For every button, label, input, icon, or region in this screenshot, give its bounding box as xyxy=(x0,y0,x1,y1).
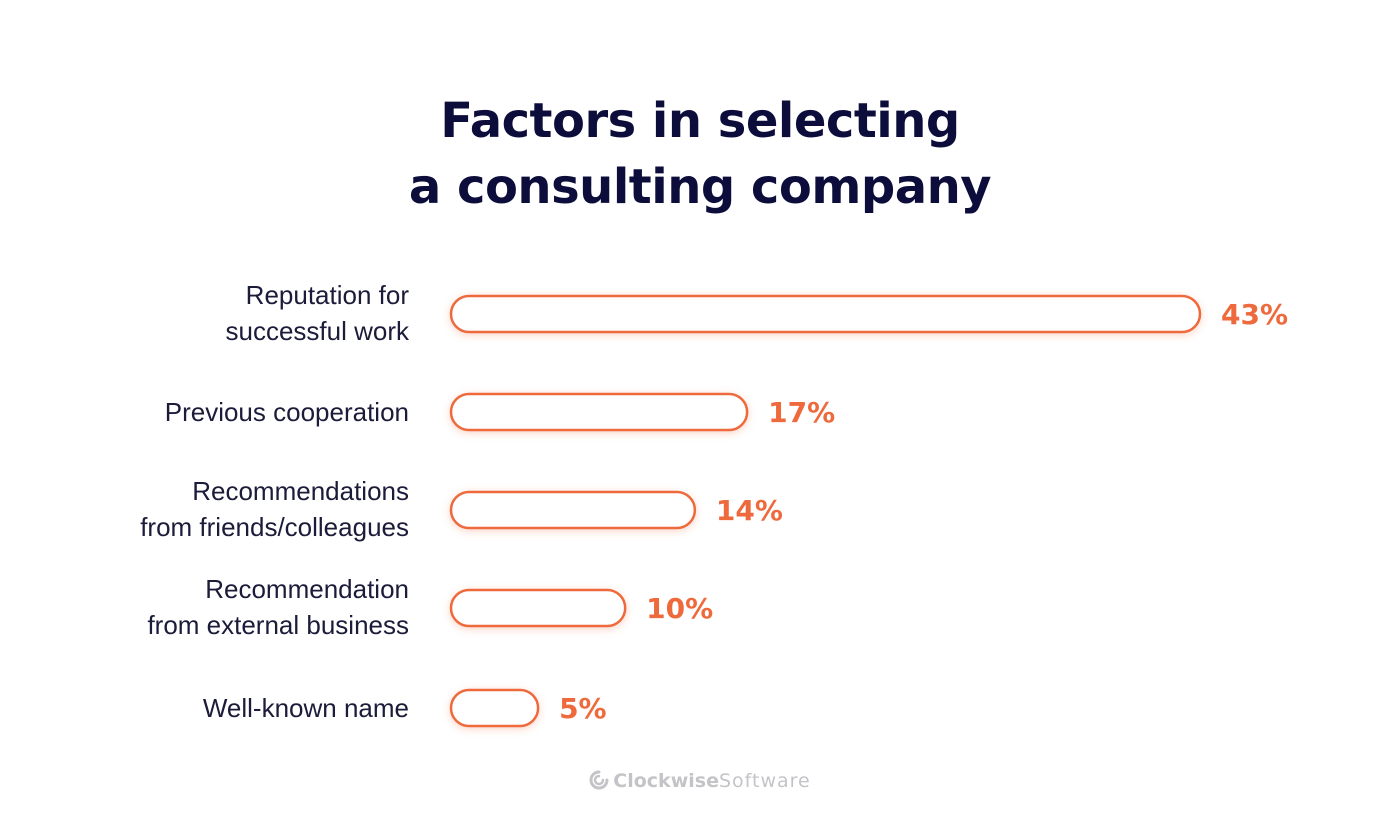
bars-layer: 43% Reputation for successful work 17% Previ… xyxy=(140,280,1288,728)
chart-title-line-1: Factors in selecting xyxy=(440,93,960,149)
category-label-3-line-0: Recommendation xyxy=(205,574,409,604)
category-label-3-line-1: from external business xyxy=(147,610,409,640)
chart-title-line-2: a consulting company xyxy=(408,159,992,215)
bar-3 xyxy=(449,588,627,628)
bar-1 xyxy=(449,392,749,432)
bar-4 xyxy=(449,688,540,728)
value-label-0: 43% xyxy=(1221,298,1288,331)
value-label-4: 5% xyxy=(559,692,607,725)
bar-0 xyxy=(449,294,1202,334)
category-label-1: Previous cooperation xyxy=(165,397,409,427)
category-label-2-line-0: Recommendations xyxy=(192,476,409,506)
category-label-3: Recommendation from external business xyxy=(147,574,409,640)
value-label-3: 10% xyxy=(646,592,713,625)
chart-title: Factors in selecting a consulting compan… xyxy=(0,88,1400,220)
bar-2 xyxy=(449,490,697,530)
category-label-0-line-1: successful work xyxy=(226,316,410,346)
category-label-0-line-0: Reputation for xyxy=(246,280,410,310)
watermark-brand-light: Software xyxy=(718,770,811,792)
category-label-4-line-0: Well-known name xyxy=(203,693,409,723)
category-label-2-line-1: from friends/colleagues xyxy=(140,512,409,542)
value-label-2: 14% xyxy=(716,494,783,527)
category-label-2: Recommendations from friends/colleagues xyxy=(140,476,409,542)
category-label-0: Reputation for successful work xyxy=(226,280,410,346)
watermark-brand-strong: Clockwise xyxy=(613,770,719,792)
watermark: ClockwiseSoftware xyxy=(0,768,1400,794)
category-label-1-line-0: Previous cooperation xyxy=(165,397,409,427)
category-label-4: Well-known name xyxy=(203,693,409,723)
value-label-1: 17% xyxy=(768,396,835,429)
clockwise-logo-icon xyxy=(589,770,609,790)
